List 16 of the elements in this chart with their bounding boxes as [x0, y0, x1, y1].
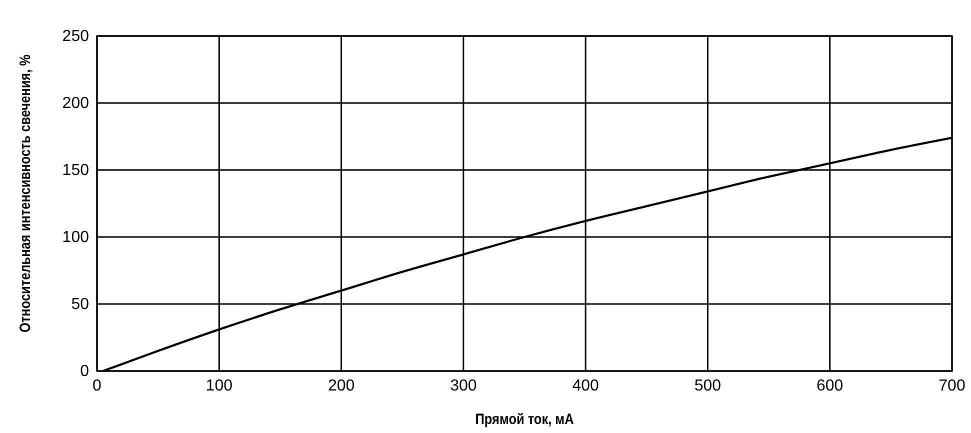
x-tick-label: 100: [206, 377, 233, 394]
x-axis-title: Прямой ток, мА: [475, 410, 574, 428]
y-tick-label: 100: [62, 229, 90, 246]
x-tick-label: 700: [938, 377, 966, 394]
x-tick-label: 0: [92, 377, 102, 394]
y-tick-label: 0: [80, 363, 90, 380]
x-tick-label: 400: [572, 377, 600, 394]
x-tick-label: 300: [450, 377, 477, 394]
y-axis-title: Относительная интенсивность свечения, %: [16, 54, 34, 332]
y-tick-label: 200: [62, 95, 90, 112]
y-tick-label: 250: [62, 28, 90, 46]
y-tick-label: 150: [62, 162, 90, 180]
y-tick-label: 50: [71, 296, 90, 314]
x-tick-label: 200: [328, 377, 355, 394]
x-tick-label: 600: [816, 377, 844, 394]
x-tick-label: 500: [694, 377, 722, 394]
